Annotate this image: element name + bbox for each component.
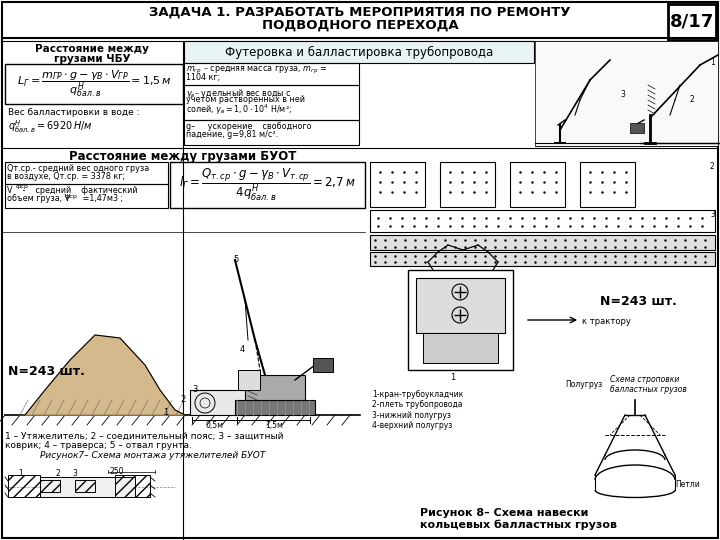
Bar [184,41,534,63]
Bar [75,480,95,492]
Bar [630,123,644,133]
Text: 2: 2 [710,162,715,171]
Text: в воздухе, Qт.ср. = 3378 кг;: в воздухе, Qт.ср. = 3378 кг; [7,172,125,181]
Bar [235,400,315,415]
Text: 8/17: 8/17 [670,13,714,31]
Text: Вес балластировки в воде :: Вес балластировки в воде : [8,108,140,117]
Text: Рисунок7– Схема монтажа утяжелителей БУОТ: Рисунок7– Схема монтажа утяжелителей БУО… [40,451,266,460]
Text: 1: 1 [451,373,456,382]
Text: 1104 кг;: 1104 кг; [186,73,220,82]
Bar [184,120,359,145]
Bar [5,64,183,104]
Bar [184,63,359,85]
Bar [190,390,250,415]
Text: N=243 шт.: N=243 шт. [600,295,677,308]
Text: 3: 3 [192,385,197,394]
Bar [440,162,495,207]
Text: g–     ускорение    свободного: g– ускорение свободного [186,122,312,131]
Text: 250: 250 [110,467,125,476]
Bar [40,480,60,492]
Bar [40,477,135,497]
Bar [238,370,260,390]
Text: Полугруз: Полугруз [565,380,602,389]
Bar [370,235,715,250]
Text: Рисунок 8– Схема навески: Рисунок 8– Схема навески [420,508,588,518]
Text: $m_{гр}$ – средняя масса груза, $m_{гр}$ =: $m_{гр}$ – средняя масса груза, $m_{гр}$… [186,65,328,76]
Text: коврик; 4 – траверса; 5 – отвал грунта.: коврик; 4 – траверса; 5 – отвал грунта. [5,441,192,450]
Text: ПОДВОДНОГО ПЕРЕХОДА: ПОДВОДНОГО ПЕРЕХОДА [261,19,459,32]
Text: Схема строповки
балластных грузов: Схема строповки балластных грузов [610,375,687,394]
Text: кольцевых балластных грузов: кольцевых балластных грузов [420,519,617,530]
Bar [423,333,498,363]
Bar [170,162,365,208]
Text: падение, g=9,81 м/с².: падение, g=9,81 м/с². [186,130,278,139]
Bar [535,41,718,146]
Bar [370,162,425,207]
Bar [370,210,715,232]
Text: 4: 4 [240,345,246,354]
Text: солей, $\gamma_в=1,0\cdot10^4$ Н/м²;: солей, $\gamma_в=1,0\cdot10^4$ Н/м²; [186,103,292,117]
Bar [245,375,305,400]
Text: объем груза, V     =1,47м3 ;: объем груза, V =1,47м3 ; [7,194,123,203]
Bar [408,270,513,370]
Bar [510,162,565,207]
Bar [416,278,505,333]
Bar [5,184,168,208]
Text: 1 – Утяжелитель; 2 – соединительный пояс; 3 – защитный: 1 – Утяжелитель; 2 – соединительный пояс… [5,432,284,441]
Text: 5: 5 [233,255,238,264]
Bar [313,358,333,372]
Bar [184,85,359,120]
Text: N=243 шт.: N=243 шт. [8,365,85,378]
Text: фср: фср [16,184,29,189]
Polygon shape [18,335,185,415]
Text: 3: 3 [710,210,715,219]
Text: 1: 1 [163,408,168,417]
Text: Расстояние между грузами БУОТ: Расстояние между грузами БУОТ [69,150,297,163]
Text: 0,5м: 0,5м [206,421,224,430]
Text: Qт.ср.- средний вес одного груза: Qт.ср.- средний вес одного груза [7,164,149,173]
Bar [8,475,40,497]
Bar [115,475,150,497]
Text: грузами ЧБУ: грузами ЧБУ [54,54,130,64]
Bar [5,162,168,184]
Bar [580,162,635,207]
Text: 2: 2 [180,395,185,404]
Text: 2: 2 [56,469,60,478]
Text: к трактору: к трактору [582,317,631,326]
Text: 1-кран-трубоукладчик
2-плеть трубопровода
3-нижний полугруз
4-верхний полугруз: 1-кран-трубоукладчик 2-плеть трубопровод… [372,390,464,430]
Bar [370,252,715,266]
Text: $\gamma_в$– удельный вес воды с: $\gamma_в$– удельный вес воды с [186,87,292,100]
Text: 1,5м: 1,5м [265,421,283,430]
Text: 3: 3 [72,469,77,478]
Text: $q^Н_{бал.в} = 6920\,Н/м$: $q^Н_{бал.в} = 6920\,Н/м$ [8,118,93,135]
Text: учетом растворенных в ней: учетом растворенных в ней [186,95,305,104]
Text: 1: 1 [18,469,23,478]
Text: ЗАДАЧА 1. РАЗРАБОТАТЬ МЕРОПРИЯТИЯ ПО РЕМОНТУ: ЗАДАЧА 1. РАЗРАБОТАТЬ МЕРОПРИЯТИЯ ПО РЕМ… [149,6,571,19]
Text: 3: 3 [620,90,625,99]
Text: $L_Г = \dfrac{m_{ГР}\cdot g-\gamma_В\cdot V_{ГР}}{q^Н_{бал.в}}=1{,}5\,м$: $L_Г = \dfrac{m_{ГР}\cdot g-\gamma_В\cdo… [17,69,171,99]
Text: фср: фср [65,194,78,199]
Bar [668,4,716,40]
Text: Петли: Петли [675,480,700,489]
Text: Расстояние между: Расстояние между [35,44,149,54]
Text: Футеровка и балластировка трубопровода: Футеровка и балластировка трубопровода [225,45,493,58]
Text: $l_Г = \dfrac{Q_{т.ср}\cdot g - \gamma_В\cdot V_{т.ср}}{4q^Н_{бал.в}}=2{,}7\,м$: $l_Г = \dfrac{Q_{т.ср}\cdot g - \gamma_В… [179,167,355,203]
Text: 1: 1 [710,58,715,67]
Text: 2: 2 [690,95,695,104]
Text: V    -    средний    фактический: V - средний фактический [7,186,138,195]
